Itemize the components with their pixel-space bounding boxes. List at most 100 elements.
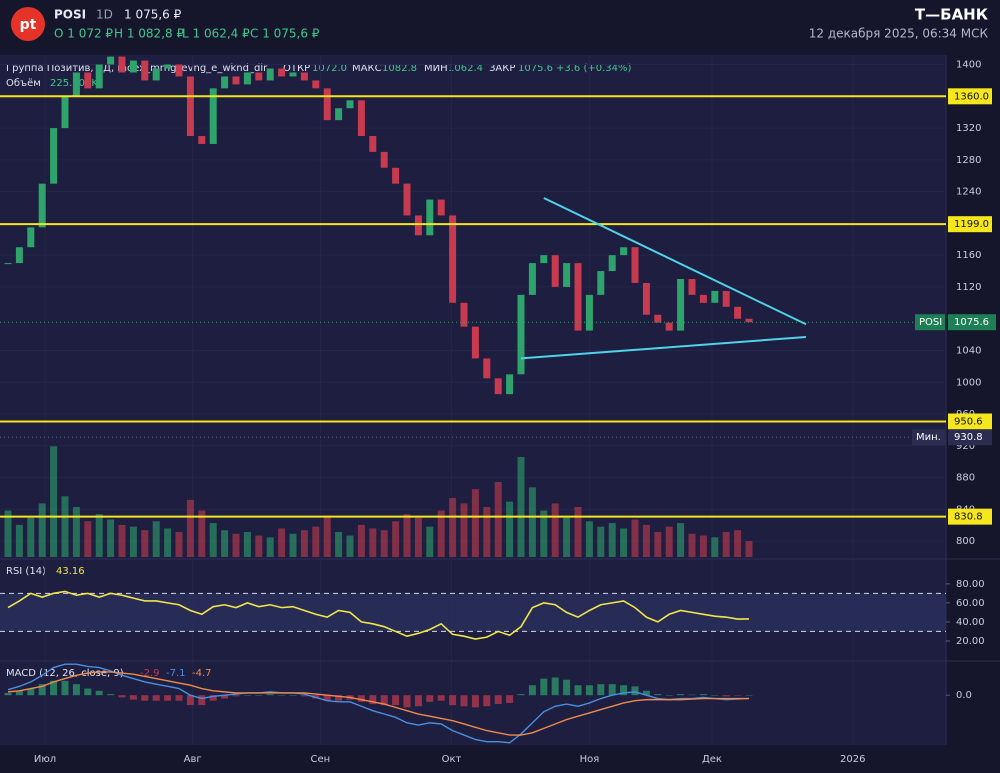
candle [494, 378, 502, 395]
volume-bar [722, 532, 730, 557]
candle [403, 183, 411, 216]
y-tick-label: 1400 [956, 60, 981, 71]
rsi-tick-label: 20.00 [956, 636, 985, 647]
ohlc-high: H 1 082,8 ₽ [114, 27, 184, 41]
candle [232, 76, 240, 85]
candle [654, 314, 662, 323]
legend-open-label: ОТКР [283, 63, 310, 74]
macd-hist [27, 688, 35, 696]
macd-hist [175, 695, 183, 701]
x-tick-label: Сен [311, 754, 331, 765]
volume-bar [460, 503, 468, 557]
macd-hist [426, 695, 434, 702]
macd-hist [50, 680, 58, 696]
candle [597, 271, 605, 295]
candle [631, 247, 639, 283]
candle [517, 294, 525, 375]
volume-bar [266, 537, 274, 557]
level-label: 1360.0 [954, 91, 989, 102]
candle [346, 100, 354, 109]
macd-hist [460, 695, 468, 707]
min-tag [912, 429, 946, 446]
candle [27, 227, 35, 248]
macd-hist [141, 695, 149, 701]
volume-bar [300, 530, 308, 557]
x-tick-label: Авг [184, 754, 202, 765]
candle [528, 263, 536, 295]
candle [551, 255, 559, 287]
macd-hist [620, 685, 628, 696]
y-tick-label: 800 [956, 536, 975, 547]
macd-macd-line [7, 663, 750, 744]
macd-hist [699, 694, 707, 696]
ohlc-low: L 1 062,4 ₽ [182, 27, 250, 41]
macd-hist [711, 695, 719, 696]
trendline [543, 197, 807, 326]
macd-hist [221, 695, 229, 699]
macd-hist [4, 692, 12, 696]
macd-signal-line [7, 671, 749, 736]
candle [289, 72, 297, 77]
x-tick-label: Ноя [580, 754, 600, 765]
macd-legend-value: -4.7 [192, 668, 212, 679]
candle [278, 68, 286, 77]
candle [483, 358, 491, 379]
volume-bar [540, 510, 548, 557]
volume-bar [357, 524, 365, 557]
macd-hist [506, 695, 514, 703]
candle [540, 255, 548, 264]
volume-bar [198, 510, 206, 557]
macd-hist [540, 678, 548, 696]
volume-bar [84, 521, 92, 557]
volume-bar [175, 532, 183, 557]
volume-bar [4, 510, 12, 557]
volume-bar [528, 487, 536, 557]
candle [574, 263, 582, 331]
candle [699, 294, 707, 303]
candle [84, 72, 92, 89]
candle [665, 322, 673, 331]
volume-bar [449, 498, 457, 557]
volume-bar [255, 535, 263, 557]
macd-hist [734, 695, 742, 696]
candle [38, 183, 46, 228]
volume-bar [221, 530, 229, 557]
volume-bar [323, 515, 331, 557]
candle [129, 60, 137, 73]
candle [449, 215, 457, 303]
volume-bar [734, 530, 742, 557]
last-price-tag [915, 314, 945, 331]
volume-bar [711, 537, 719, 557]
min-name: Мин. [916, 432, 941, 443]
macd-hist [608, 684, 616, 696]
volume-bar [278, 528, 286, 557]
volume-bar [27, 517, 35, 557]
volume-bar [551, 503, 559, 557]
legend-high: 1082.8 [382, 63, 417, 74]
legend-change: +3.6 (+0.34%) [556, 63, 632, 74]
volume-bar [15, 524, 23, 557]
volume-bar [688, 533, 696, 557]
volume-bar [426, 526, 434, 557]
macd-hist [129, 695, 137, 700]
candle [175, 64, 183, 77]
volume-bar [369, 528, 377, 557]
candle [95, 64, 103, 89]
macd-hist [722, 695, 730, 697]
macd-hist [255, 695, 263, 696]
macd-hist [380, 695, 388, 706]
rsi-tick-label: 40.00 [956, 617, 985, 628]
macd-hist [15, 690, 23, 696]
volume-bar [312, 526, 320, 557]
level-label: 1199.0 [954, 219, 989, 230]
price: 1 075,6 ₽ [124, 8, 182, 22]
level-label: 950.6 [954, 416, 983, 427]
candle [745, 318, 753, 323]
candle [107, 56, 115, 65]
candle [50, 128, 58, 184]
y-tick-label: 1000 [956, 377, 981, 388]
rsi-tick-label: 60.00 [956, 598, 985, 609]
candle [221, 76, 229, 89]
candle [460, 302, 468, 327]
ohlc-open: O 1 072 ₽ [54, 27, 113, 41]
